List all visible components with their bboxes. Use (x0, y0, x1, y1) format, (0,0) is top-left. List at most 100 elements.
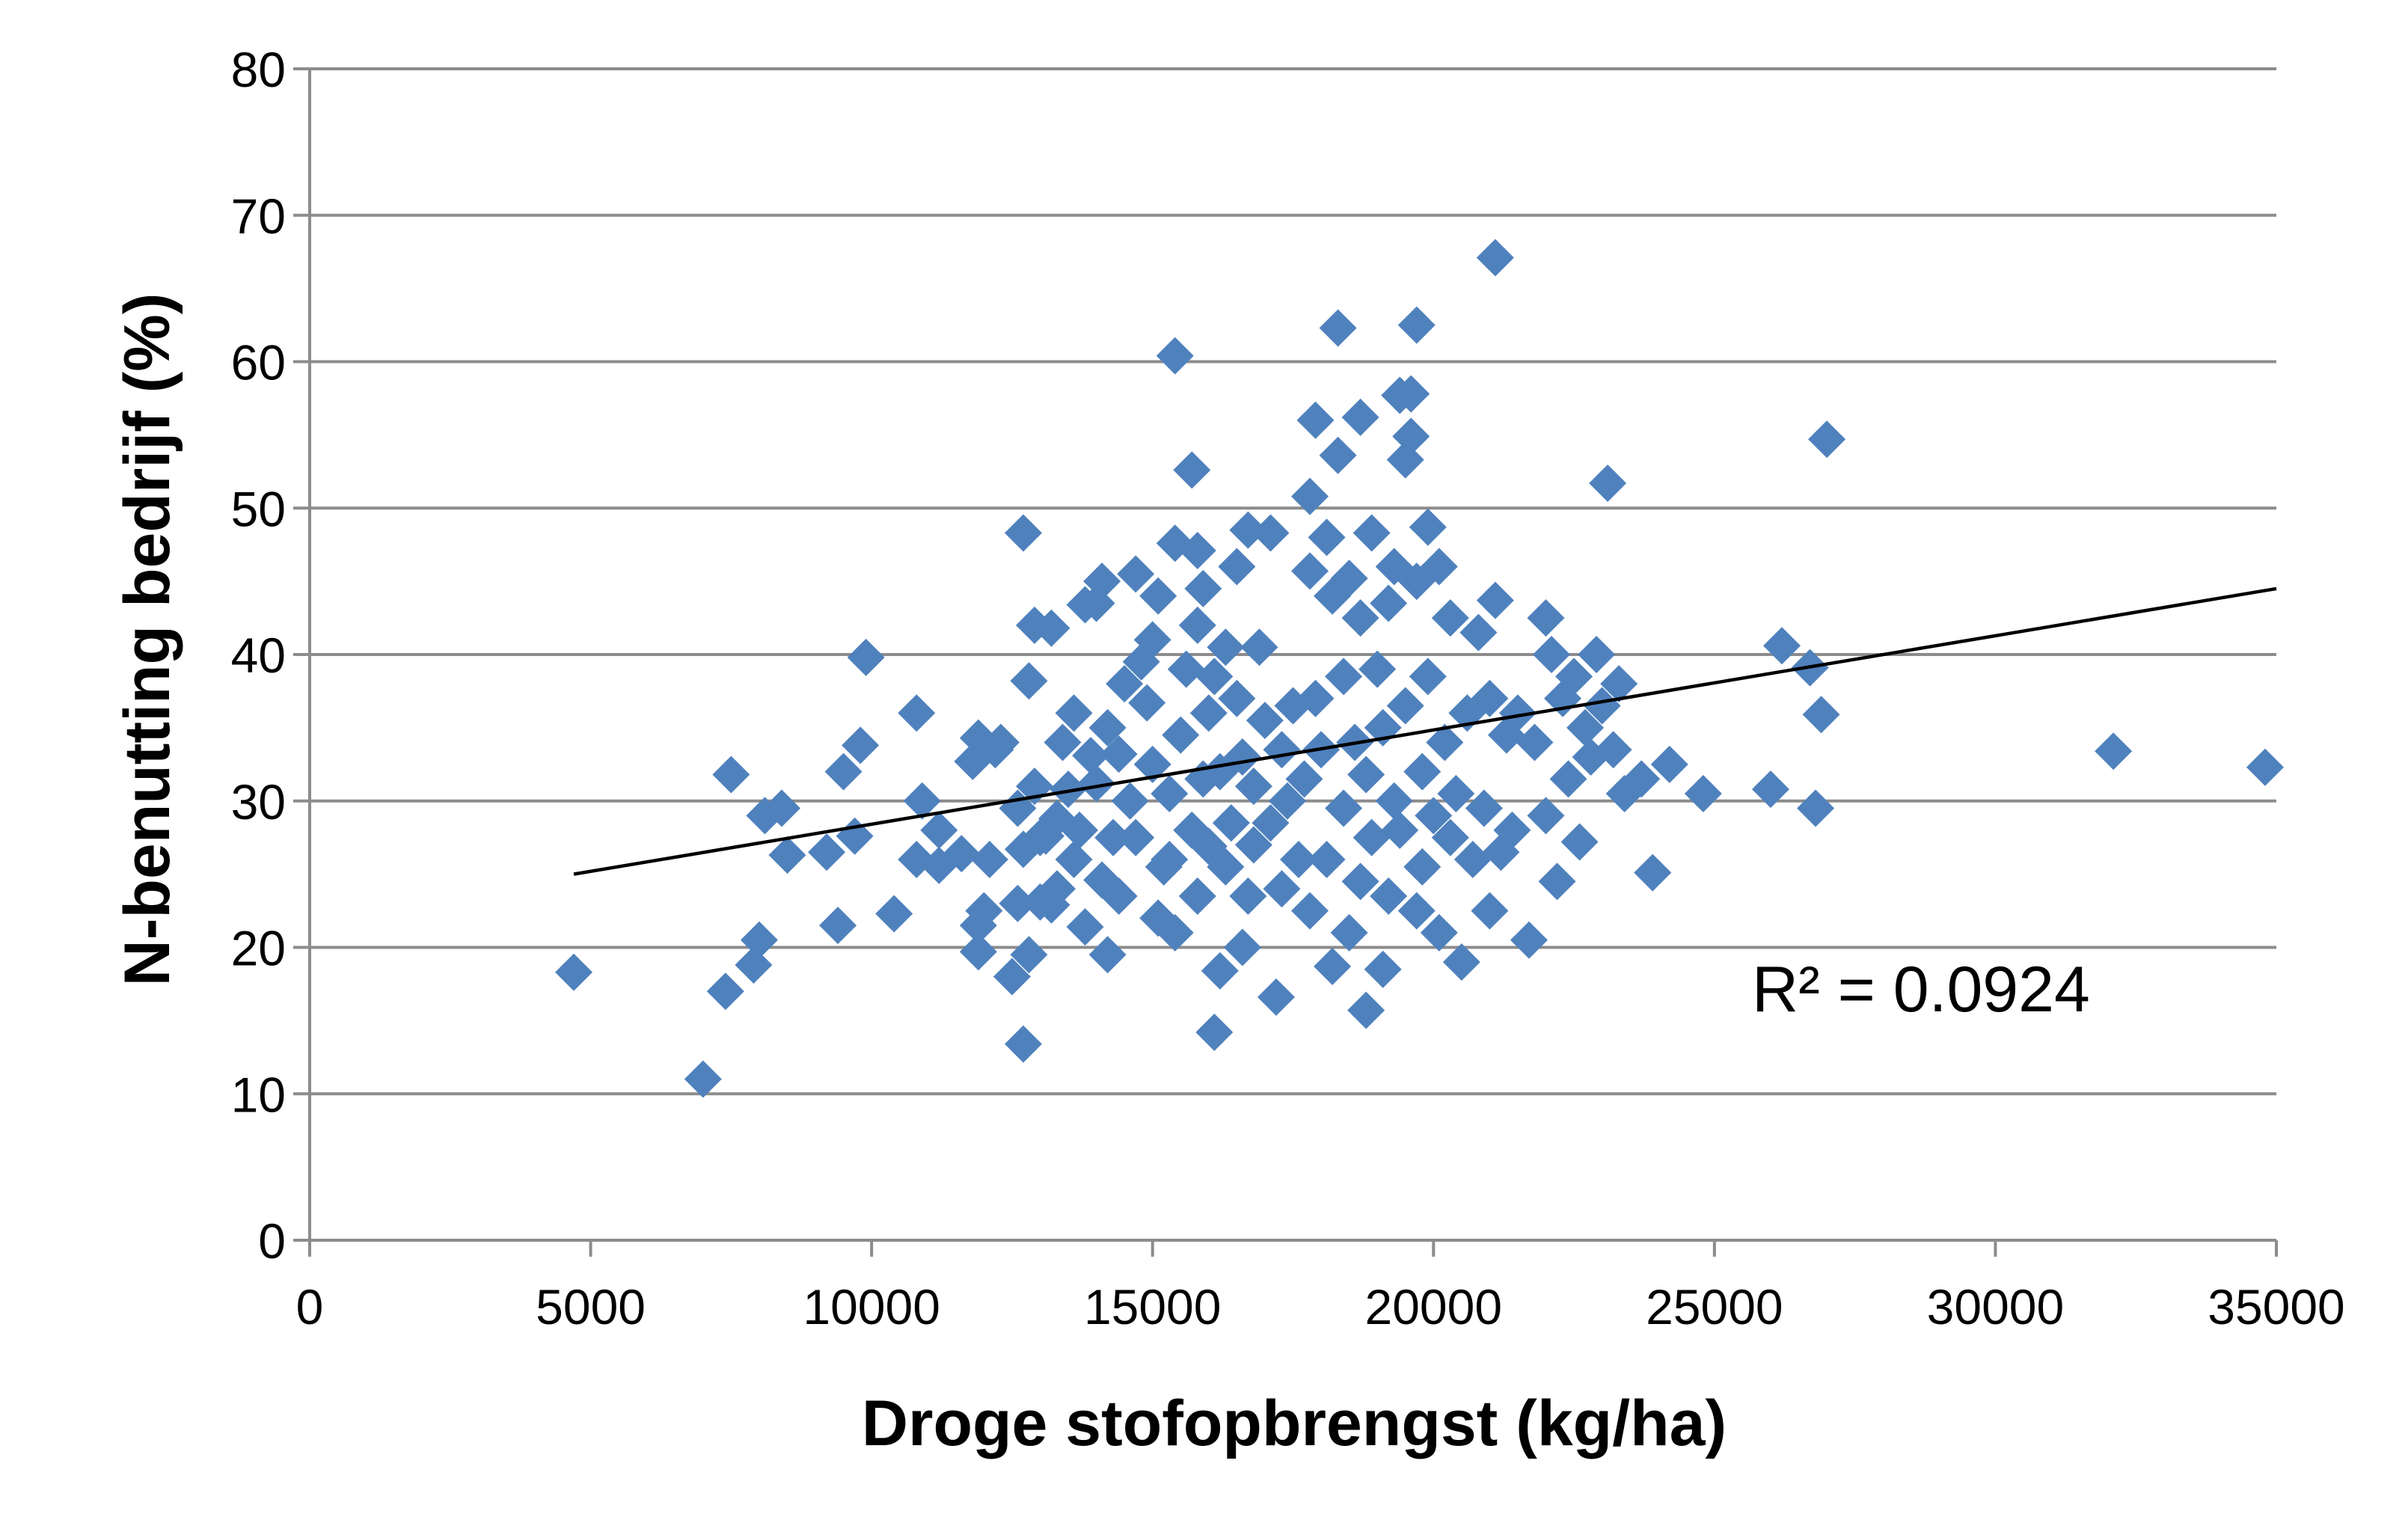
data-point (1319, 436, 1357, 474)
data-point (1555, 658, 1593, 696)
data-point (1386, 687, 1424, 725)
data-point (1397, 306, 1436, 344)
data-point (1352, 818, 1391, 856)
data-points (555, 239, 2284, 1098)
data-point (1797, 789, 1835, 827)
data-point (1111, 782, 1149, 820)
y-tick-label: 80 (231, 42, 286, 97)
data-point (1106, 665, 1144, 703)
data-point (1178, 606, 1216, 644)
data-point (1184, 760, 1222, 798)
data-point (1246, 702, 1284, 740)
data-point (1263, 731, 1301, 769)
data-point (1684, 774, 1722, 812)
data-point (1471, 892, 1509, 930)
data-point (1330, 560, 1368, 598)
data-point (762, 789, 800, 827)
data-point (1117, 555, 1155, 593)
data-point (1594, 731, 1632, 769)
trendline-group (573, 586, 2277, 876)
y-tick-label: 60 (231, 335, 286, 390)
data-point (1442, 943, 1480, 981)
data-point (1010, 662, 1048, 700)
data-point (1151, 841, 1189, 879)
data-point (808, 833, 846, 871)
data-point (1195, 658, 1234, 696)
data-point (1459, 613, 1498, 652)
data-point (1538, 862, 1576, 901)
data-point (1117, 818, 1155, 856)
y-tick-label: 10 (231, 1067, 286, 1122)
data-point (1420, 548, 1458, 586)
data-point (706, 972, 744, 1011)
data-point (1229, 511, 1267, 549)
data-point (2246, 748, 2284, 786)
data-point (1291, 552, 1329, 590)
data-point (1234, 826, 1272, 864)
data-point (2095, 732, 2133, 770)
data-point (1325, 789, 1363, 827)
data-point (1201, 951, 1239, 990)
data-point (970, 841, 1008, 879)
data-point (1223, 928, 1261, 966)
data-point (768, 836, 806, 874)
data-point (1189, 694, 1228, 732)
data-point (1578, 636, 1616, 673)
data-point (1453, 841, 1492, 879)
data-point (1392, 417, 1430, 456)
data-point (1218, 679, 1256, 717)
data-point (1403, 753, 1442, 791)
data-point (1240, 628, 1278, 666)
data-point (1358, 650, 1397, 688)
data-point (1409, 658, 1447, 696)
data-point (1128, 684, 1166, 722)
data-point (1375, 782, 1413, 820)
y-tick-label: 70 (231, 189, 286, 244)
data-point (1409, 508, 1447, 546)
data-point (555, 953, 593, 991)
data-point (1465, 789, 1503, 827)
data-point (1381, 811, 1419, 849)
data-point (1560, 823, 1599, 861)
data-point (1173, 451, 1211, 489)
data-point (1762, 627, 1801, 665)
data-point (740, 921, 778, 959)
y-tick-label: 20 (231, 921, 286, 976)
data-point (1392, 375, 1430, 413)
data-point (1088, 708, 1127, 747)
axes (293, 67, 2278, 1257)
data-point (1234, 767, 1272, 806)
data-point (1162, 716, 1200, 754)
labels: Droge stofopbrengst (kg/ha) N-benutting … (111, 42, 2345, 1459)
data-point (1426, 723, 1464, 761)
data-point (1252, 804, 1290, 842)
data-point (1308, 841, 1346, 879)
data-point (959, 933, 997, 971)
data-point (824, 753, 863, 791)
data-point (712, 756, 750, 794)
data-point (1050, 770, 1088, 809)
x-tick-label: 5000 (536, 1279, 646, 1334)
data-point (1066, 908, 1104, 946)
data-point (1072, 737, 1110, 775)
data-point (1100, 877, 1138, 915)
r-squared-annotation: R² = 0.0924 (1752, 954, 2090, 1026)
data-point (1184, 569, 1222, 607)
data-point (1257, 978, 1295, 1017)
trendline (573, 586, 2277, 876)
data-point (1151, 774, 1189, 812)
data-point (1178, 877, 1216, 915)
data-point (1055, 841, 1093, 879)
data-point (1167, 650, 1205, 688)
data-point (1077, 764, 1115, 803)
x-tick-label: 25000 (1646, 1279, 1783, 1334)
data-point (1229, 877, 1267, 915)
data-point (965, 892, 1003, 930)
data-point (1178, 532, 1216, 570)
data-point (1296, 401, 1335, 439)
data-point (1370, 877, 1408, 915)
data-point (1634, 853, 1672, 892)
data-point (1527, 599, 1565, 637)
data-point (1566, 708, 1605, 747)
